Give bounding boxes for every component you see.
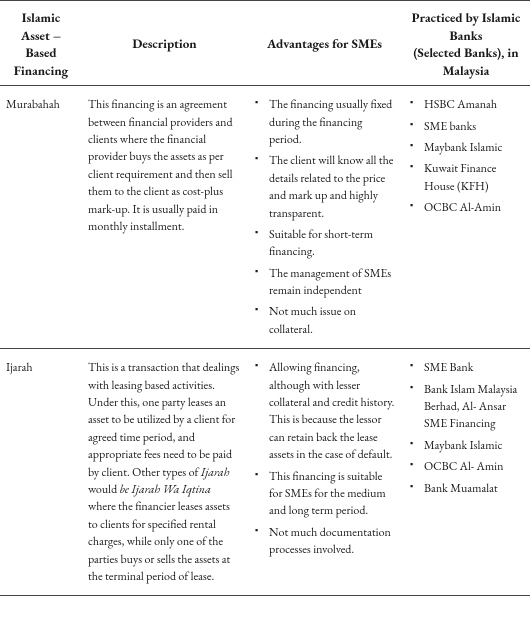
financing-type: Ijarah (6, 359, 33, 375)
col-header-desc-text: Description (132, 35, 196, 52)
cell-advantages: The financing usually fixed during the f… (247, 86, 402, 349)
list-item: Suitable for short-term financing. (267, 226, 396, 261)
list-item: The management of SMEs remain independen… (267, 265, 396, 300)
col-header-desc: Description (82, 1, 247, 86)
financing-type: Murabahah (6, 96, 60, 112)
list-item: Kuwait Finance House (KFH) (422, 160, 524, 195)
table-body: Murabahah This financing is an agreement … (0, 86, 530, 596)
description-text: This financing is an agreement between f… (88, 96, 241, 235)
list-item: Maybank Islamic (422, 437, 524, 454)
list-item: This financing is suitable for SMEs for … (267, 468, 396, 520)
banks-list: HSBC Amanah SME banks Maybank Islamic Kuwai… (408, 96, 524, 216)
list-item: SME Bank (422, 359, 524, 376)
description-text: This is a transaction that dealings with… (88, 359, 241, 585)
col-header-banks-l1: Practiced by Islamic Banks (408, 9, 524, 44)
list-item: Not much documentation processes involve… (267, 524, 396, 559)
cell-advantages: Allowing financing, although with lesser… (247, 349, 402, 596)
cell-banks: SME Bank Bank Islam Malaysia Berhad, Al- … (402, 349, 530, 596)
table-header-row: Islamic Asset – Based Financing Descript… (0, 1, 530, 86)
cell-description: This financing is an agreement between f… (82, 86, 247, 349)
list-item: OCBC Al-Amin (422, 199, 524, 216)
table-row: Murabahah This financing is an agreement … (0, 86, 530, 349)
banks-list: SME Bank Bank Islam Malaysia Berhad, Al- … (408, 359, 524, 497)
list-item: The financing usually fixed during the f… (267, 96, 396, 148)
cell-description: This is a transaction that dealings with… (82, 349, 247, 596)
col-header-type: Islamic Asset – Based Financing (0, 1, 82, 86)
list-item: Not much issue on collateral. (267, 303, 396, 338)
list-item: HSBC Amanah (422, 96, 524, 113)
list-item: Maybank Islamic (422, 139, 524, 156)
advantages-list: Allowing financing, although with lesser… (253, 359, 396, 558)
col-header-adv: Advantages for SMEs (247, 1, 402, 86)
advantages-list: The financing usually fixed during the f… (253, 96, 396, 338)
list-item: Bank Muamalat (422, 480, 524, 497)
list-item: Bank Islam Malaysia Berhad, Al- Ansar SM… (422, 381, 524, 433)
col-header-adv-text: Advantages for SMEs (267, 35, 382, 52)
col-header-type-text: Islamic Asset – Based Financing (14, 9, 68, 79)
cell-type: Ijarah (0, 349, 82, 596)
col-header-banks-l2: (Selected Banks), in Malaysia (408, 44, 524, 79)
cell-banks: HSBC Amanah SME banks Maybank Islamic Kuwai… (402, 86, 530, 349)
islamic-financing-table: Islamic Asset – Based Financing Descript… (0, 0, 530, 596)
list-item: The client will know all the details rel… (267, 152, 396, 222)
col-header-banks: Practiced by Islamic Banks (Selected Ban… (402, 1, 530, 86)
list-item: SME banks (422, 118, 524, 135)
list-item: OCBC Al- Amin (422, 458, 524, 475)
list-item: Allowing financing, although with lesser… (267, 359, 396, 463)
cell-type: Murabahah (0, 86, 82, 349)
table-row: Ijarah This is a transaction that dealing… (0, 349, 530, 596)
